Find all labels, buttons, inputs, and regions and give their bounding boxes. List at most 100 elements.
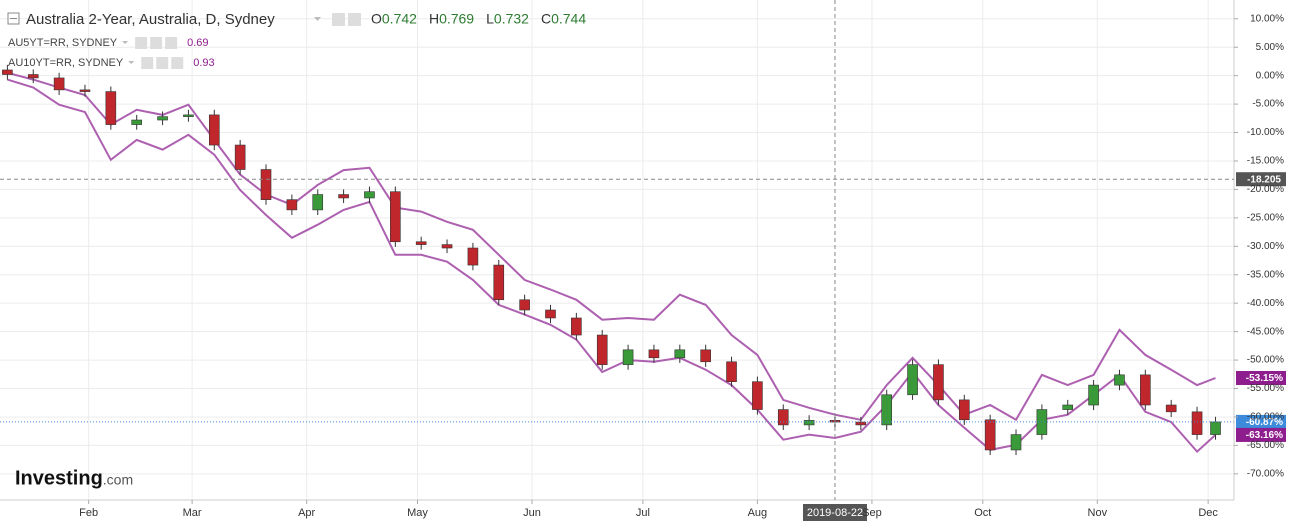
candle-body bbox=[338, 194, 349, 199]
y-tick-label: -10.00% bbox=[1247, 127, 1284, 138]
candle-body bbox=[545, 309, 556, 319]
legend-label: AU10YT=RR, SYDNEY bbox=[8, 57, 124, 69]
candle-body bbox=[777, 409, 789, 426]
candle-body bbox=[234, 144, 246, 170]
legend-icon[interactable] bbox=[156, 57, 169, 69]
legend-icon[interactable] bbox=[135, 37, 148, 49]
price-tag bbox=[1236, 370, 1286, 385]
candle-body bbox=[1114, 374, 1125, 386]
price-tag-label: -60.87% bbox=[1246, 417, 1283, 428]
candle-body bbox=[881, 394, 893, 426]
price-tag bbox=[1236, 414, 1286, 429]
y-tick-label: -15.00% bbox=[1247, 156, 1284, 167]
candle-body bbox=[907, 364, 918, 396]
candle-body bbox=[855, 421, 867, 426]
crosshair-x-label: 2019-08-22 bbox=[807, 507, 863, 519]
x-tick-label: Jul bbox=[636, 507, 650, 519]
legend-icon[interactable] bbox=[141, 57, 154, 69]
candle-body bbox=[131, 119, 143, 125]
candle-body bbox=[1191, 411, 1203, 435]
price-tag-label: -63.16% bbox=[1246, 430, 1283, 441]
y-tick-label: -25.00% bbox=[1247, 213, 1284, 224]
legend-label: AU5YT=RR, SYDNEY bbox=[8, 37, 118, 49]
dropdown-icon[interactable] bbox=[314, 17, 321, 21]
candle-body bbox=[441, 244, 453, 249]
candle-body bbox=[984, 419, 996, 451]
legend-icon[interactable] bbox=[150, 37, 163, 49]
y-tick-label: 0.00% bbox=[1256, 70, 1284, 81]
logo-suffix: .com bbox=[103, 472, 133, 488]
ohlc-key: O bbox=[371, 11, 382, 27]
candle-body bbox=[1140, 374, 1151, 406]
x-tick-label: Nov bbox=[1088, 507, 1108, 519]
crosshair-tag bbox=[1236, 172, 1286, 187]
y-tick-label: -45.00% bbox=[1247, 326, 1284, 337]
ohlc-value: 0.769 bbox=[439, 11, 474, 27]
x-tick-label: Sep bbox=[862, 507, 882, 519]
y-tick-label: -5.00% bbox=[1252, 99, 1284, 110]
logo: Investing bbox=[15, 467, 103, 489]
y-tick-label: -30.00% bbox=[1247, 241, 1284, 252]
candle-body bbox=[53, 77, 65, 91]
settings-icon[interactable] bbox=[348, 13, 361, 26]
crosshair-tag bbox=[802, 504, 867, 521]
candle-body bbox=[390, 191, 401, 243]
candle-body bbox=[596, 334, 608, 365]
y-tick-label: -65.00% bbox=[1247, 440, 1284, 451]
candle-body bbox=[648, 349, 660, 359]
candle-body bbox=[493, 264, 505, 301]
ohlc-value: 0.732 bbox=[494, 11, 529, 27]
y-tick-label: -35.00% bbox=[1247, 269, 1284, 280]
candle-body bbox=[312, 194, 324, 211]
legend-icon[interactable] bbox=[171, 57, 184, 69]
y-tick-label: 5.00% bbox=[1256, 42, 1284, 53]
candle-body bbox=[803, 420, 815, 426]
candle-body bbox=[105, 91, 117, 125]
candle-body bbox=[27, 74, 39, 79]
settings-icon[interactable] bbox=[332, 13, 345, 26]
y-tick-label: -60.00% bbox=[1247, 412, 1284, 423]
candle-body bbox=[958, 399, 970, 421]
collapse-icon[interactable] bbox=[7, 12, 20, 25]
x-tick-label: Feb bbox=[79, 507, 98, 519]
y-tick-label: -70.00% bbox=[1247, 468, 1284, 479]
x-tick-label: Apr bbox=[298, 507, 315, 519]
y-tick-label: -20.00% bbox=[1247, 184, 1284, 195]
legend-value: 0.69 bbox=[187, 37, 208, 49]
dropdown-icon[interactable] bbox=[128, 61, 135, 64]
plot-area bbox=[0, 0, 1234, 500]
candle-body bbox=[622, 349, 634, 365]
header: Australia 2-Year, Australia, D, Sydney bbox=[7, 11, 361, 28]
candle-body bbox=[726, 361, 737, 382]
candle-body bbox=[415, 241, 427, 245]
y-tick-label: -50.00% bbox=[1247, 355, 1284, 366]
candle-body bbox=[752, 381, 763, 410]
candle-body bbox=[1010, 434, 1022, 451]
candle-body bbox=[933, 364, 944, 401]
candle-body bbox=[183, 114, 194, 117]
candle-body bbox=[286, 199, 298, 211]
x-tick-label: May bbox=[407, 507, 428, 519]
legend-icon[interactable] bbox=[165, 37, 178, 49]
legend-value: 0.93 bbox=[193, 57, 214, 69]
chart-title: Australia 2-Year, Australia, D, Sydney bbox=[26, 11, 275, 28]
legend: AU5YT=RR, SYDNEY 0.69 AU10YT=RR, SYDNEY 0.9… bbox=[8, 37, 215, 69]
candle-body bbox=[364, 191, 375, 199]
candle-body bbox=[2, 69, 13, 75]
x-tick-label: Mar bbox=[183, 507, 202, 519]
candle-body bbox=[1210, 421, 1221, 435]
candle-body bbox=[1062, 404, 1074, 410]
crosshair-y-label: -18.205 bbox=[1247, 174, 1281, 185]
price-tag bbox=[1236, 427, 1286, 442]
y-tick-label: -55.00% bbox=[1247, 383, 1284, 394]
dropdown-icon[interactable] bbox=[122, 41, 129, 44]
price-tag-label: -53.15% bbox=[1246, 373, 1283, 384]
y-tick-label: 10.00% bbox=[1250, 13, 1284, 24]
ohlc-value: 0.742 bbox=[382, 11, 417, 27]
candle-body bbox=[519, 299, 530, 311]
candle-body bbox=[79, 89, 91, 92]
candle-body bbox=[208, 114, 220, 146]
x-tick-label: Oct bbox=[974, 507, 991, 519]
